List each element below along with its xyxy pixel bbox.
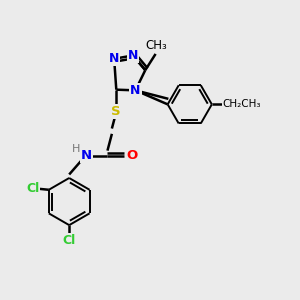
Text: H: H bbox=[72, 144, 81, 154]
Text: Cl: Cl bbox=[26, 182, 39, 195]
Text: CH₃: CH₃ bbox=[146, 39, 167, 52]
Text: CH₂CH₃: CH₂CH₃ bbox=[223, 99, 261, 110]
Text: Cl: Cl bbox=[63, 234, 76, 247]
Text: S: S bbox=[112, 105, 121, 118]
Text: O: O bbox=[126, 149, 137, 162]
Text: N: N bbox=[128, 49, 138, 62]
Text: N: N bbox=[109, 52, 119, 65]
Text: N: N bbox=[81, 149, 92, 162]
Text: N: N bbox=[130, 84, 141, 97]
